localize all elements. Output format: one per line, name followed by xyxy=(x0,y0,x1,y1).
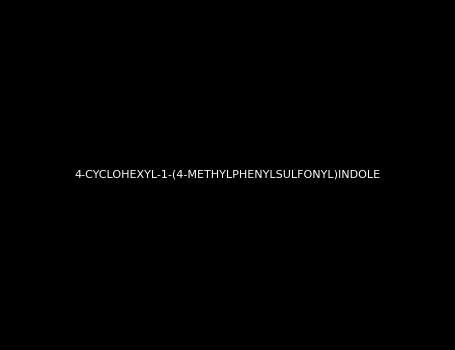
Text: 4-CYCLOHEXYL-1-(4-METHYLPHENYLSULFONYL)INDOLE: 4-CYCLOHEXYL-1-(4-METHYLPHENYLSULFONYL)I… xyxy=(75,170,380,180)
